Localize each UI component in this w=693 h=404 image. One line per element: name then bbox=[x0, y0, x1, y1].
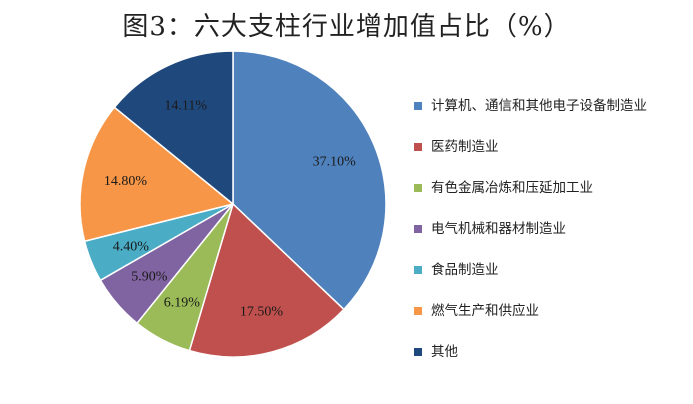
legend-item-6: 燃气生产和供应业 bbox=[414, 302, 684, 321]
legend-label-4: 电气机械和器材制造业 bbox=[431, 221, 566, 237]
legend-label-2: 医药制造业 bbox=[431, 139, 499, 155]
pie-data-label-2: 17.50% bbox=[240, 304, 284, 319]
legend-item-5: 食品制造业 bbox=[414, 261, 684, 280]
legend-label-5: 食品制造业 bbox=[431, 262, 499, 278]
pie-slice-7 bbox=[113, 50, 234, 206]
pie-data-label-7: 14.11% bbox=[164, 98, 207, 113]
legend-swatch-7 bbox=[414, 348, 422, 356]
pie-data-label-1: 37.10% bbox=[313, 155, 357, 170]
chart-legend: 计算机、通信和其他电子设备制造业 医药制造业有色金属冶炼和压延加工业 电气机械和器材… bbox=[414, 97, 684, 362]
pie-data-label-6: 14.80% bbox=[104, 174, 148, 189]
legend-item-4: 电气机械和器材制造业 bbox=[414, 220, 684, 239]
pie-slice-2 bbox=[188, 202, 345, 358]
legend-label-1: 计算机、通信和其他电子设备制造业 bbox=[431, 98, 647, 114]
legend-label-3: 有色金属冶炼和压延加工业 bbox=[431, 180, 593, 196]
legend-label-6: 燃气生产和供应业 bbox=[431, 303, 539, 319]
legend-swatch-6 bbox=[414, 307, 422, 315]
legend-swatch-2 bbox=[414, 143, 422, 151]
pie-data-label-3: 6.19% bbox=[164, 296, 201, 311]
legend-swatch-5 bbox=[414, 266, 422, 274]
pie-data-label-4: 5.90% bbox=[131, 270, 168, 285]
legend-swatch-3 bbox=[414, 184, 422, 192]
pie-data-labels: 37.10% 17.50% 6.19% 5.90% 4.40% 14.80% 14.11% bbox=[104, 98, 356, 319]
chart-title: 图3：六大支柱行业增加值占比（%） bbox=[122, 12, 571, 42]
pie-data-label-5: 4.40% bbox=[113, 239, 150, 254]
legend-item-7: 其他 bbox=[414, 343, 684, 362]
pie-slice-1 bbox=[232, 50, 387, 311]
legend-item-1: 计算机、通信和其他电子设备制造业 bbox=[414, 97, 684, 116]
pie-slices bbox=[79, 50, 387, 358]
legend-item-3: 有色金属冶炼和压延加工业 bbox=[414, 179, 684, 198]
legend-swatch-1 bbox=[414, 102, 422, 110]
legend-item-2: 医药制造业 bbox=[414, 138, 684, 157]
pie-slice-6 bbox=[79, 106, 235, 243]
legend-swatch-4 bbox=[414, 225, 422, 233]
legend-label-7: 其他 bbox=[431, 344, 458, 360]
